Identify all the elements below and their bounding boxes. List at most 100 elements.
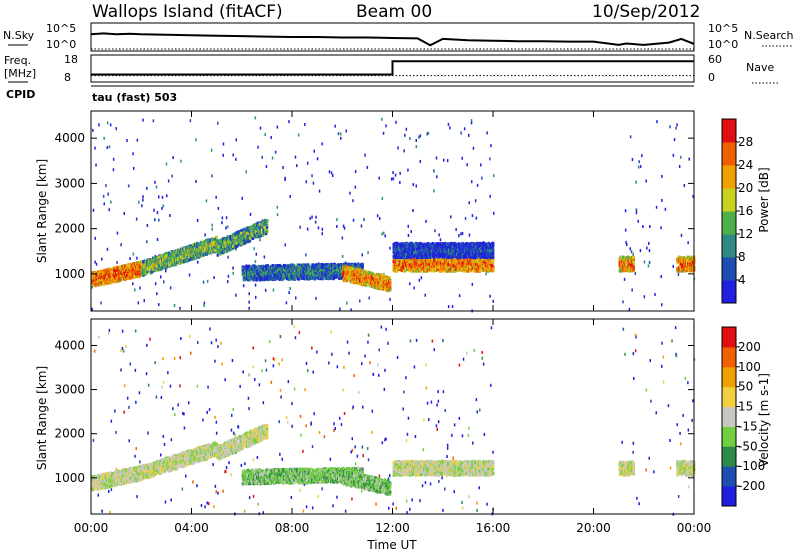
echo-cell bbox=[123, 212, 125, 215]
echo-cell bbox=[415, 184, 417, 188]
echo-cell bbox=[669, 125, 671, 129]
echo-cell bbox=[315, 215, 317, 219]
echo-cell bbox=[172, 156, 174, 160]
echo-cell bbox=[625, 240, 627, 244]
echo-cell bbox=[330, 171, 333, 175]
echo-cell bbox=[306, 227, 309, 231]
echo-cell bbox=[642, 225, 644, 229]
echo-cell bbox=[278, 264, 281, 268]
echo-cell bbox=[269, 277, 272, 281]
echo-cell bbox=[345, 279, 349, 283]
echo-cell bbox=[155, 255, 158, 259]
echo-cell bbox=[359, 299, 361, 303]
echo-cell bbox=[161, 260, 164, 264]
echo-cell bbox=[648, 260, 651, 264]
echo-cell bbox=[635, 208, 638, 212]
echo-cell bbox=[489, 194, 491, 198]
echo-cell bbox=[103, 202, 105, 206]
echo-cell bbox=[319, 265, 322, 269]
echo-cell bbox=[661, 198, 663, 202]
echo-cell bbox=[253, 247, 255, 251]
echo-cell bbox=[215, 235, 218, 239]
echo-cell bbox=[223, 239, 226, 243]
echo-cell bbox=[399, 181, 401, 184]
echo-cell bbox=[480, 163, 482, 167]
echo-cell bbox=[272, 288, 275, 292]
echo-cell bbox=[455, 228, 457, 231]
echo-cell bbox=[170, 263, 174, 267]
echo-cell bbox=[468, 201, 470, 205]
echo-cell bbox=[206, 279, 209, 283]
echo-cell bbox=[257, 145, 259, 149]
echo-cell bbox=[470, 121, 473, 125]
echo-cell bbox=[392, 171, 394, 175]
echo-cell bbox=[140, 260, 143, 264]
freq-left-tick-bottom: 8 bbox=[64, 71, 71, 84]
echo-cell bbox=[274, 268, 277, 272]
echo-cell bbox=[330, 262, 333, 266]
echo-cell bbox=[304, 123, 306, 126]
echo-cell bbox=[192, 248, 195, 252]
echo-cell bbox=[623, 277, 626, 281]
echo-cell bbox=[135, 217, 138, 221]
echo-cell bbox=[635, 180, 637, 184]
echo-cell bbox=[127, 273, 130, 277]
echo-cell bbox=[367, 251, 369, 255]
echo-cell bbox=[100, 270, 103, 273]
echo-cell bbox=[249, 212, 252, 216]
echo-cell bbox=[316, 157, 319, 161]
echo-cell bbox=[415, 145, 418, 149]
echo-cell bbox=[654, 293, 656, 297]
echo-cell bbox=[199, 246, 202, 250]
echo-cell bbox=[261, 155, 263, 159]
echo-cell bbox=[292, 271, 295, 275]
echo-cell bbox=[94, 146, 96, 150]
echo-cell bbox=[318, 189, 321, 193]
echo-cell bbox=[231, 244, 235, 248]
echo-cell bbox=[247, 278, 250, 282]
echo-cell bbox=[195, 180, 197, 183]
echo-cell bbox=[340, 136, 342, 140]
echo-cell bbox=[254, 116, 257, 120]
echo-cell bbox=[205, 199, 208, 203]
echo-cell bbox=[214, 249, 217, 252]
echo-cell bbox=[167, 255, 170, 259]
echo-cell bbox=[305, 253, 307, 257]
echo-cell bbox=[312, 264, 315, 268]
echo-cell bbox=[677, 273, 680, 276]
echo-cell bbox=[433, 169, 435, 173]
echo-cell bbox=[154, 282, 157, 286]
echo-cell bbox=[233, 236, 236, 240]
echo-cell bbox=[366, 165, 369, 169]
echo-cell bbox=[342, 224, 345, 228]
echo-cell bbox=[434, 229, 436, 233]
echo-cell bbox=[146, 240, 148, 244]
echo-cell bbox=[243, 233, 246, 237]
echo-cell bbox=[163, 280, 165, 284]
echo-cell bbox=[165, 269, 167, 273]
echo-cell bbox=[91, 274, 95, 278]
echo-cell bbox=[109, 123, 112, 127]
echo-cell bbox=[169, 214, 171, 217]
echo-cell bbox=[276, 213, 279, 217]
echo-cell bbox=[255, 265, 258, 269]
echo-cell bbox=[311, 174, 313, 178]
echo-cell bbox=[449, 126, 451, 130]
echo-cell bbox=[346, 272, 349, 276]
echo-cell bbox=[254, 283, 257, 287]
echo-cell bbox=[337, 132, 340, 136]
echo-cell bbox=[334, 124, 336, 128]
echo-cell bbox=[269, 274, 272, 278]
echo-cell bbox=[241, 228, 244, 232]
echo-cell bbox=[271, 156, 274, 160]
echo-cell bbox=[92, 208, 95, 212]
echo-cell bbox=[129, 272, 132, 276]
echo-cell bbox=[235, 157, 237, 161]
echo-cell bbox=[419, 159, 422, 163]
noise-left-tick-bottom: 10^0 bbox=[46, 38, 76, 51]
echo-cell bbox=[216, 253, 219, 257]
echo-cell bbox=[471, 282, 474, 286]
echo-cell bbox=[99, 283, 102, 287]
echo-cell bbox=[418, 278, 421, 282]
echo-cell bbox=[489, 294, 491, 298]
